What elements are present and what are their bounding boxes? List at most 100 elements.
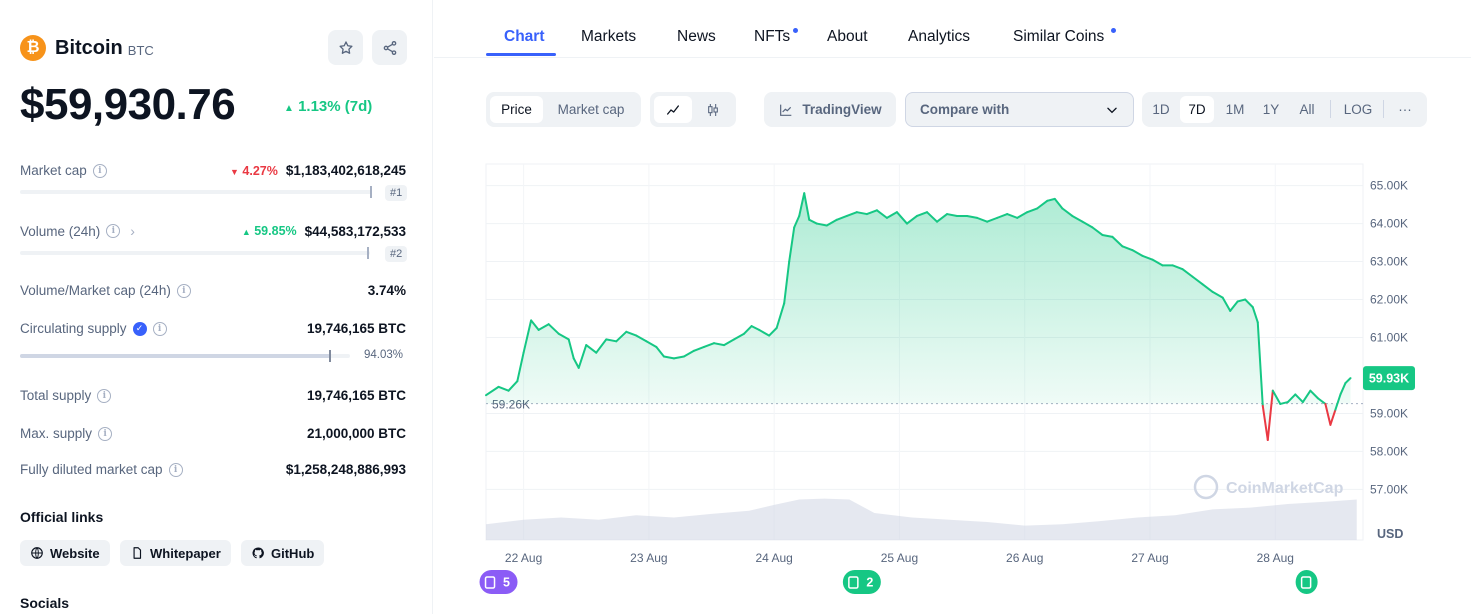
time-range-selector: 1D 7D 1M 1Y All LOG ··· <box>1142 92 1427 127</box>
price-line-segment <box>1251 306 1259 324</box>
price-change-7d: ▲ 1.13% (7d) <box>284 98 373 115</box>
range-1y-button[interactable]: 1Y <box>1262 102 1280 117</box>
price-line-segment <box>692 345 705 352</box>
price-line-segment <box>723 338 736 347</box>
info-icon[interactable]: i <box>98 426 113 441</box>
price-toggle-button[interactable]: Price <box>490 96 543 123</box>
bar-tick <box>367 247 369 259</box>
price-line-segment <box>733 332 746 341</box>
price-line-segment <box>672 355 685 360</box>
info-icon[interactable]: i <box>97 388 112 403</box>
more-options-button[interactable]: ··· <box>1398 102 1412 117</box>
circulating-supply-percent: 94.03% <box>364 349 404 361</box>
price-line-segment <box>1091 226 1104 236</box>
y-tick-label: 61.00K <box>1370 331 1408 345</box>
price-line-segment <box>798 192 806 217</box>
event-marker-count: 5 <box>503 576 510 590</box>
bar-tick <box>370 186 372 198</box>
event-marker: 2 <box>842 570 881 594</box>
price-line-segment <box>1026 207 1039 214</box>
metric-toggle: Price Market cap <box>486 92 641 127</box>
candlestick-chart-button[interactable] <box>694 96 732 123</box>
volume-rank-badge: #2 <box>385 246 408 262</box>
price-line-segment <box>567 338 575 360</box>
tab-nfts[interactable]: NFTs <box>754 28 791 45</box>
price-chart-svg: 65.00K 64.00K 63.00K 62.00K 61.00K 59.00K 58.0… <box>479 163 1415 594</box>
tab-markets[interactable]: Markets <box>581 28 637 45</box>
coin-stats-panel: ₿ Bitcoin BTC $59,930.76 ▲ 1.13% (7d) Ma… <box>0 0 433 614</box>
market-cap-value: $1,183,402,618,245 <box>285 163 406 178</box>
info-icon[interactable]: i <box>152 321 167 336</box>
info-icon[interactable]: i <box>168 462 183 477</box>
price-line-segment <box>986 216 999 223</box>
price-line-segment <box>803 192 811 221</box>
whitepaper-link-button[interactable]: Whitepaper <box>120 540 231 566</box>
website-link-button[interactable]: Website <box>20 540 110 566</box>
price-line-segment <box>625 330 638 337</box>
event-marker: 5 <box>479 570 518 594</box>
x-tick-label: 23 Aug <box>630 551 667 565</box>
price-line-segment <box>825 218 838 227</box>
total-supply-value: 19,746,165 BTC <box>306 388 406 403</box>
y-tick-label: 59.00K <box>1370 406 1408 420</box>
price-line-segment <box>1141 254 1154 261</box>
tab-chart[interactable]: Chart <box>504 28 545 45</box>
tradingview-chart-icon <box>780 104 792 116</box>
info-icon[interactable]: i <box>176 283 191 298</box>
price-line-segment <box>1244 298 1254 309</box>
github-link-button[interactable]: GitHub <box>241 540 325 566</box>
price-line-segment <box>835 214 848 221</box>
price-line-segment <box>905 214 918 225</box>
volume-bar <box>20 247 370 259</box>
share-button[interactable] <box>372 30 407 65</box>
price-line-segment <box>788 226 796 263</box>
range-1d-button[interactable]: 1D <box>1152 102 1170 117</box>
info-icon[interactable]: i <box>92 163 107 178</box>
tradingview-button[interactable]: TradingView <box>764 92 896 127</box>
up-arrow-icon: ▲ <box>284 103 294 114</box>
price-line-segment <box>1309 389 1319 400</box>
total-supply-label: Total supply <box>20 388 92 403</box>
price-line-segment <box>1221 296 1232 312</box>
market-cap-rank-badge: #1 <box>385 185 408 201</box>
price-line-segment <box>1181 268 1194 278</box>
tab-similar-coins[interactable]: Similar Coins <box>1013 28 1105 45</box>
price-line-segment <box>572 357 580 369</box>
log-scale-button[interactable]: LOG <box>1343 102 1373 117</box>
y-tick-label: 57.00K <box>1370 482 1408 496</box>
current-price-badge <box>1363 366 1415 391</box>
max-supply-value: 21,000,000 BTC <box>306 426 406 441</box>
github-icon <box>252 547 264 559</box>
price-line-segment <box>615 330 628 343</box>
range-all-button[interactable]: All <box>1299 102 1315 117</box>
price-line-segment <box>595 338 608 354</box>
x-tick-label: 26 Aug <box>1006 551 1043 565</box>
fdv-label: Fully diluted market cap <box>20 462 163 477</box>
price-line-segment <box>775 302 786 330</box>
line-chart-icon <box>667 104 679 115</box>
price-line-segment <box>808 218 818 225</box>
tab-about[interactable]: About <box>827 28 868 45</box>
line-chart-button[interactable] <box>654 96 692 123</box>
range-7d-button[interactable]: 7D <box>1180 96 1214 123</box>
document-icon <box>133 547 142 559</box>
tab-analytics[interactable]: Analytics <box>908 28 971 45</box>
price-chart[interactable]: 65.00K 64.00K 63.00K 62.00K 61.00K 59.00K 58.0… <box>434 150 1471 614</box>
price-line-segment <box>855 211 868 216</box>
event-marker-count: 2 <box>866 576 873 590</box>
compare-with-dropdown[interactable]: Compare with <box>905 92 1134 127</box>
news-icon <box>484 576 496 589</box>
coin-symbol: BTC <box>127 43 154 58</box>
info-icon[interactable]: i <box>106 224 121 238</box>
range-1m-button[interactable]: 1M <box>1225 102 1245 117</box>
vol-mcap-label: Volume/Market cap (24h) <box>20 283 171 298</box>
watchlist-star-button[interactable] <box>328 30 363 65</box>
tab-news[interactable]: News <box>677 28 716 45</box>
price-line-segment <box>1111 235 1124 248</box>
divider <box>1330 100 1331 118</box>
market-cap-toggle-button[interactable]: Market cap <box>557 102 625 117</box>
chevron-right-icon[interactable]: › <box>130 223 135 239</box>
price-area <box>486 193 1351 441</box>
price-line-segment <box>516 351 525 383</box>
price-line-segment <box>1229 300 1239 312</box>
